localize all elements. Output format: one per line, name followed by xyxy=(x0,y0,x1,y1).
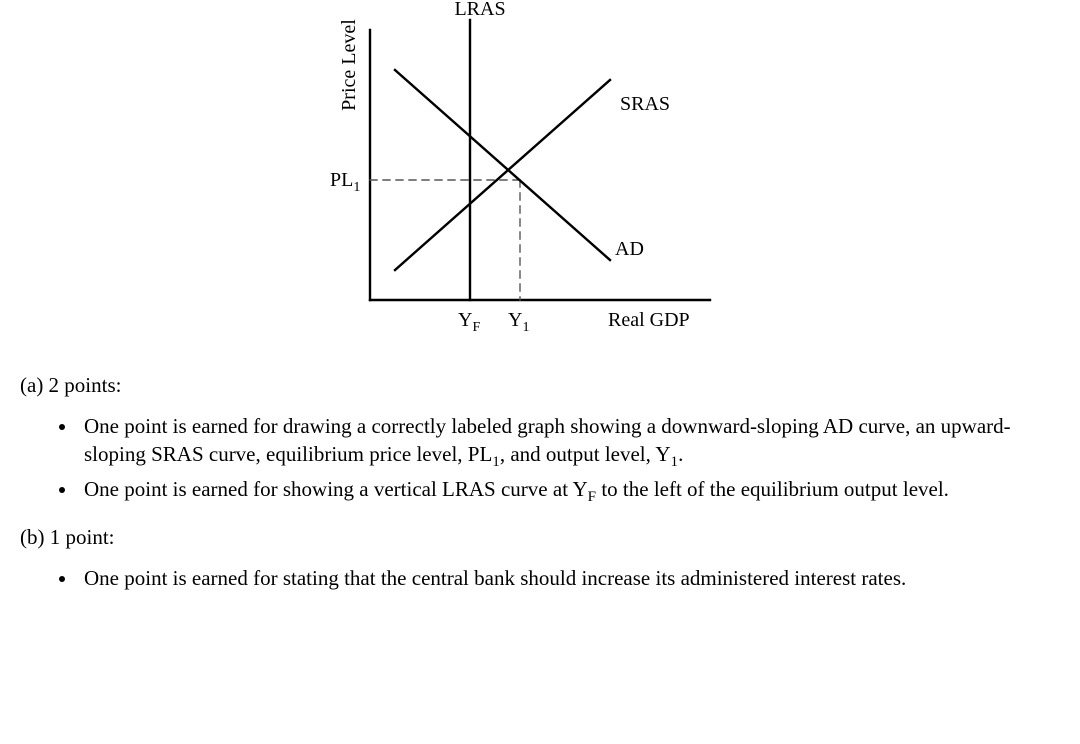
section-a-heading: (a) 2 points: xyxy=(20,373,1060,398)
y-axis-title: Price Level xyxy=(338,19,360,111)
y1-label: Y1 xyxy=(508,309,529,335)
ad-line xyxy=(395,70,610,260)
ad-as-diagram: LRAS SRAS AD PL1 YF Y1 Real GDP Price Level xyxy=(280,0,800,355)
yf-label: YF xyxy=(458,309,480,335)
lras-label: LRAS xyxy=(454,0,505,20)
x-axis-title: Real GDP xyxy=(608,309,690,331)
section-a-item: One point is earned for showing a vertic… xyxy=(78,475,1060,503)
section-b-item: One point is earned for stating that the… xyxy=(78,564,1060,592)
section-b-list: One point is earned for stating that the… xyxy=(20,564,1060,592)
section-a-item: One point is earned for drawing a correc… xyxy=(78,412,1060,469)
section-b-heading: (b) 1 point: xyxy=(20,525,1060,550)
chart-svg: LRAS SRAS AD PL1 YF Y1 Real GDP Price Level xyxy=(280,0,800,350)
sras-line xyxy=(395,80,610,270)
pl1-label: PL1 xyxy=(330,169,360,195)
chart-container: LRAS SRAS AD PL1 YF Y1 Real GDP Price Level xyxy=(20,0,1060,355)
ad-label: AD xyxy=(615,238,644,260)
section-a-list: One point is earned for drawing a correc… xyxy=(20,412,1060,503)
page: LRAS SRAS AD PL1 YF Y1 Real GDP Price Level (a)… xyxy=(0,0,1080,744)
sras-label: SRAS xyxy=(620,93,670,115)
